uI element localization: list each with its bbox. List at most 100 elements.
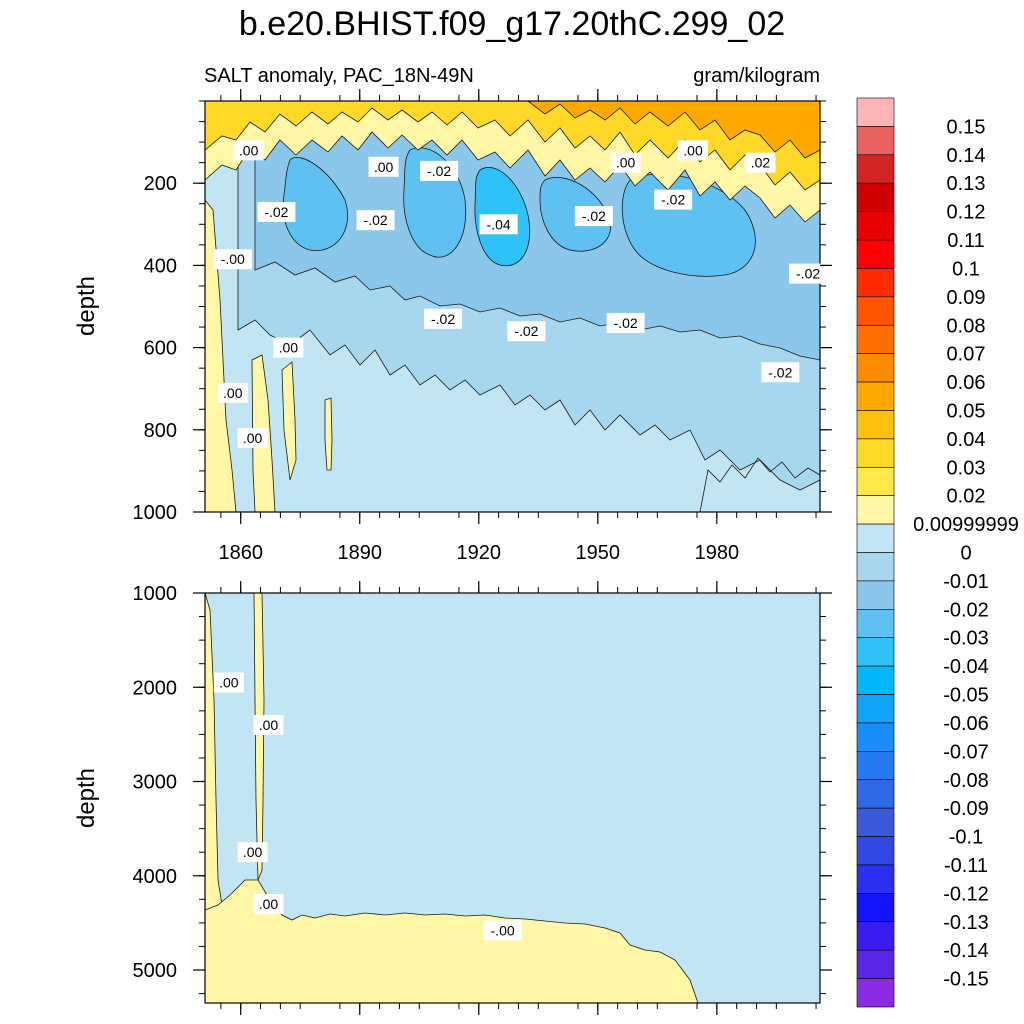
lower-y-tick-label: 3000 (133, 772, 178, 794)
colorbar-swatch (856, 381, 895, 411)
contour-label: -.02 (654, 189, 693, 210)
contour-label-text: -.02 (364, 212, 388, 228)
contour-label-background (678, 140, 709, 161)
colorbar-level-label: 0.03 (947, 457, 986, 479)
upper-y-tick-label: 800 (144, 420, 177, 442)
colorbar-level-label: 0.00999999 (913, 514, 1019, 536)
colorbar-level-label: 0.15 (947, 116, 986, 138)
colorbar-level-label: 0.04 (947, 429, 986, 451)
colorbar-swatch (856, 580, 895, 610)
colorbar-swatch (856, 949, 895, 979)
contour-label: .00 (217, 382, 248, 403)
contour-label-text: .00 (259, 896, 279, 912)
colorbar-level-label: -0.04 (943, 656, 989, 678)
upper-y-axis: 200 400 600 800 1000 (133, 100, 832, 524)
contour-label: -.02 (761, 362, 800, 383)
contour-label-text: .00 (616, 155, 636, 171)
colorbar-swatch (856, 438, 895, 468)
contour-label-text: -.02 (582, 208, 606, 224)
upper-y-tick-label: 200 (144, 173, 177, 195)
contour-label: .00 (368, 156, 399, 177)
colorbar: 0.15 0.14 0.13 0.12 0.11 0.1 0.09 0.08 0.07 0.06 0… (856, 97, 1019, 1008)
lower-contour-field (205, 593, 820, 1003)
colorbar-level-label: 0.09 (947, 287, 986, 309)
colorbar-swatch (856, 268, 895, 298)
chart-subtitle-left: SALT anomaly, PAC_18N-49N (204, 65, 474, 87)
colorbar-swatch (856, 154, 895, 184)
contour-label: .00 (213, 672, 244, 693)
contour-label-text: -.00 (221, 251, 245, 267)
colorbar-swatch (856, 552, 895, 582)
upper-contour-labels: .00 .00 -.02 .00 .00 .02 -.02 -.02 -.04 -.02 -.02 -… (213, 140, 828, 449)
x-tick-label: 1890 (337, 542, 382, 564)
upper-y-tick-label: 600 (144, 338, 177, 360)
colorbar-swatch (856, 978, 895, 1008)
chart-subtitle-units: gram/kilogram (693, 65, 820, 87)
contour-label-background (761, 362, 800, 383)
contour-label-background (606, 312, 645, 333)
contour-label-background (273, 337, 304, 358)
contour-label-background (420, 160, 459, 181)
colorbar-swatch (856, 410, 895, 440)
colorbar-swatch (856, 466, 895, 496)
colorbar-swatch (856, 353, 895, 383)
contour-label-text: .02 (751, 155, 771, 171)
lower-x-axis (220, 581, 817, 1015)
colorbar-swatch (856, 807, 895, 837)
contour-label-background (237, 842, 268, 863)
colorbar-swatch (856, 126, 895, 156)
contour-label: .00 (253, 714, 284, 735)
contour-label-background (507, 321, 546, 342)
contour-label-background (610, 152, 641, 173)
x-tick-label: 1980 (695, 542, 740, 564)
contour-label-text: -.02 (264, 204, 288, 220)
contour-label: .00 (233, 140, 264, 161)
contour-label: -.02 (420, 160, 459, 181)
contour-label-background (368, 156, 399, 177)
upper-y-tick-label: 1000 (133, 502, 178, 524)
contour-label-background (574, 206, 613, 227)
upper-surface-005 (205, 101, 820, 159)
colorbar-level-label: -0.05 (943, 685, 989, 707)
contour-label-background (217, 382, 248, 403)
colorbar-swatch (856, 751, 895, 781)
contour-label-text: .00 (223, 385, 243, 401)
lower-y-tick-label: 1000 (133, 583, 178, 605)
lower-y-tick-label: 4000 (133, 866, 178, 888)
contour-label: -.02 (789, 263, 828, 284)
colorbar-swatch (856, 239, 895, 269)
colorbar-level-label: 0.11 (947, 230, 984, 252)
colorbar-swatch (856, 182, 895, 212)
colorbar-level-label: -0.09 (943, 798, 989, 820)
contour-label-background (213, 249, 252, 270)
colorbar-level-label: 0.12 (947, 202, 986, 224)
upper-contour-field (205, 101, 820, 512)
colorbar-level-label: -0.13 (943, 912, 989, 934)
contour-label: .02 (745, 152, 776, 173)
contour-label-text: .00 (259, 717, 279, 733)
contour-label-background (257, 201, 296, 222)
contour-label-text: .00 (279, 340, 299, 356)
contour-label-background (654, 189, 693, 210)
contour-label-text: -.02 (514, 323, 538, 339)
contour-label-text: .00 (239, 142, 259, 158)
colorbar-swatch (856, 211, 895, 241)
contour-label-background (233, 140, 264, 161)
lower-y-tick-label: 5000 (133, 960, 178, 982)
colorbar-swatch (856, 836, 895, 866)
colorbar-swatch (856, 921, 895, 951)
colorbar-swatch (856, 779, 895, 809)
lower-y-axis: 1000 2000 3000 4000 5000 (133, 583, 832, 995)
colorbar-swatch (856, 694, 895, 724)
contour-label-background (253, 894, 284, 915)
colorbar-swatch (856, 97, 895, 127)
contour-label: -.02 (606, 312, 645, 333)
colorbar-level-label: 0.05 (947, 400, 986, 422)
colorbar-swatch (856, 324, 895, 354)
colorbar-level-label: -0.03 (943, 628, 989, 650)
contour-label-background (483, 920, 522, 941)
contour-label-text: .00 (243, 844, 263, 860)
upper-bottom-fringe (699, 457, 820, 512)
colorbar-swatch (856, 296, 895, 326)
